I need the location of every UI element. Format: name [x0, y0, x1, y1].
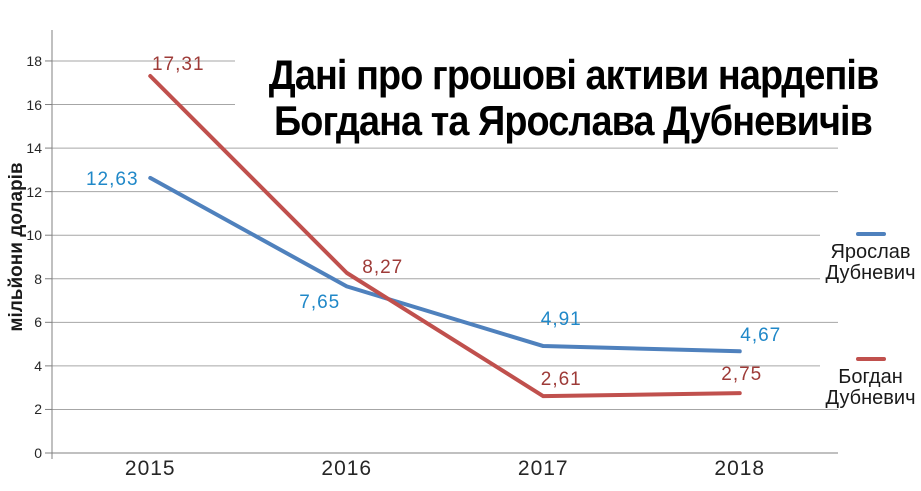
y-tick-label: 16	[26, 96, 42, 113]
y-axis-title: мільйони доларів	[6, 162, 27, 332]
series-line-0	[148, 175, 742, 354]
y-tick-label: 18	[26, 52, 42, 69]
y-tick-label: 14	[26, 140, 42, 157]
y-tick-label: 4	[34, 357, 42, 374]
chart-title: Дані про грошові активи нардепів Богдана…	[235, 50, 911, 146]
data-label: 4,91	[540, 309, 582, 331]
data-label: 2,61	[540, 369, 582, 391]
data-label: 12,63	[85, 168, 139, 190]
legend-item-bohdan: Богдан Дубневич	[820, 350, 921, 409]
data-label: 8,27	[362, 256, 404, 278]
y-tick-label: 12	[26, 183, 42, 200]
y-tick-label: 10	[26, 227, 42, 244]
legend-line-swatch-yaroslav	[855, 232, 886, 236]
legend-label-bohdan: Богдан Дубневич	[825, 366, 916, 409]
data-label: 2,75	[721, 364, 763, 386]
y-tick-label: 2	[34, 401, 42, 418]
data-label: 7,65	[299, 292, 341, 314]
data-label: 4,67	[740, 325, 782, 347]
series-line-1	[148, 73, 742, 399]
x-tick-label: 2015	[124, 457, 176, 480]
legend-item-yaroslav: Ярослав Дубневич	[820, 225, 921, 284]
x-tick-label: 2018	[714, 457, 766, 480]
x-tick-label: 2017	[517, 457, 569, 480]
legend-line-swatch-bohdan	[855, 357, 886, 361]
chart-title-line2: Богдана та Ярослава Дубневичів	[274, 97, 873, 144]
y-tick-label: 0	[34, 445, 42, 461]
y-tick-label: 8	[34, 270, 42, 287]
x-tick-label: 2016	[321, 457, 373, 480]
legend-label-yaroslav: Ярослав Дубневич	[825, 241, 916, 284]
y-tick-label: 6	[34, 314, 42, 331]
data-label: 17,31	[151, 53, 205, 75]
chart-title-text: Дані про грошові активи нардепів Богдана…	[268, 50, 879, 144]
chart-title-line1: Дані про грошові активи нардепів	[268, 51, 879, 98]
